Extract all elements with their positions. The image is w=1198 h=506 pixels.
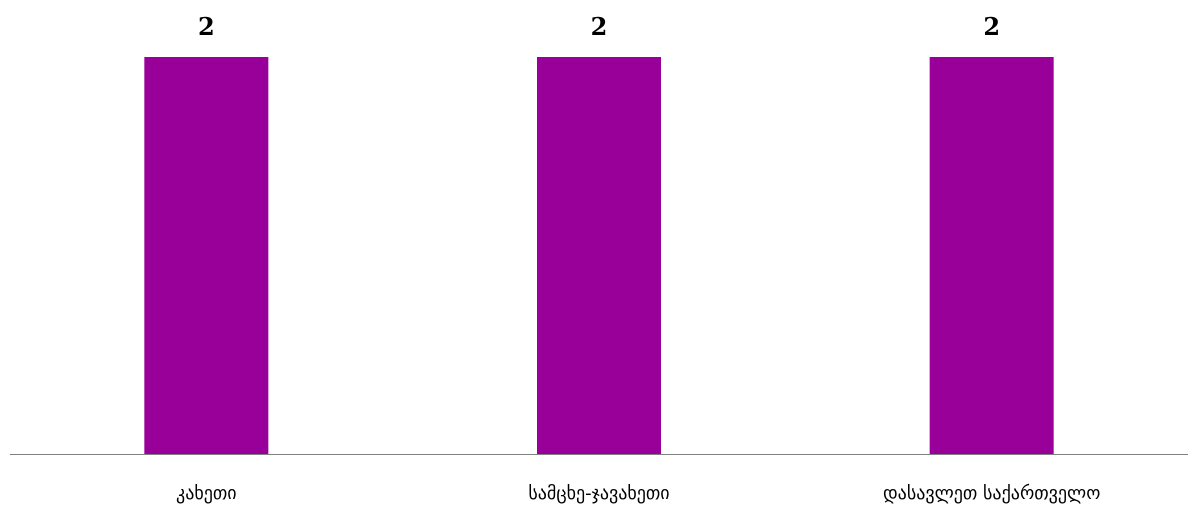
bar-1: [144, 57, 269, 454]
category-labels-group: კახეთი სამცხე-ჯავახეთი დასავლეთ საქართველო: [176, 483, 1100, 504]
bars-group: [144, 57, 1054, 454]
bar-3: [929, 57, 1054, 454]
data-label-1: 2: [198, 12, 215, 41]
category-label-2: სამცხე-ჯავახეთი: [528, 483, 669, 504]
value-labels-group: 2 2 2: [198, 12, 1000, 41]
data-label-3: 2: [983, 12, 1000, 41]
category-label-3: დასავლეთ საქართველო: [883, 483, 1100, 504]
bar-2: [537, 57, 661, 454]
data-label-2: 2: [591, 12, 608, 41]
category-label-1: კახეთი: [176, 483, 237, 504]
